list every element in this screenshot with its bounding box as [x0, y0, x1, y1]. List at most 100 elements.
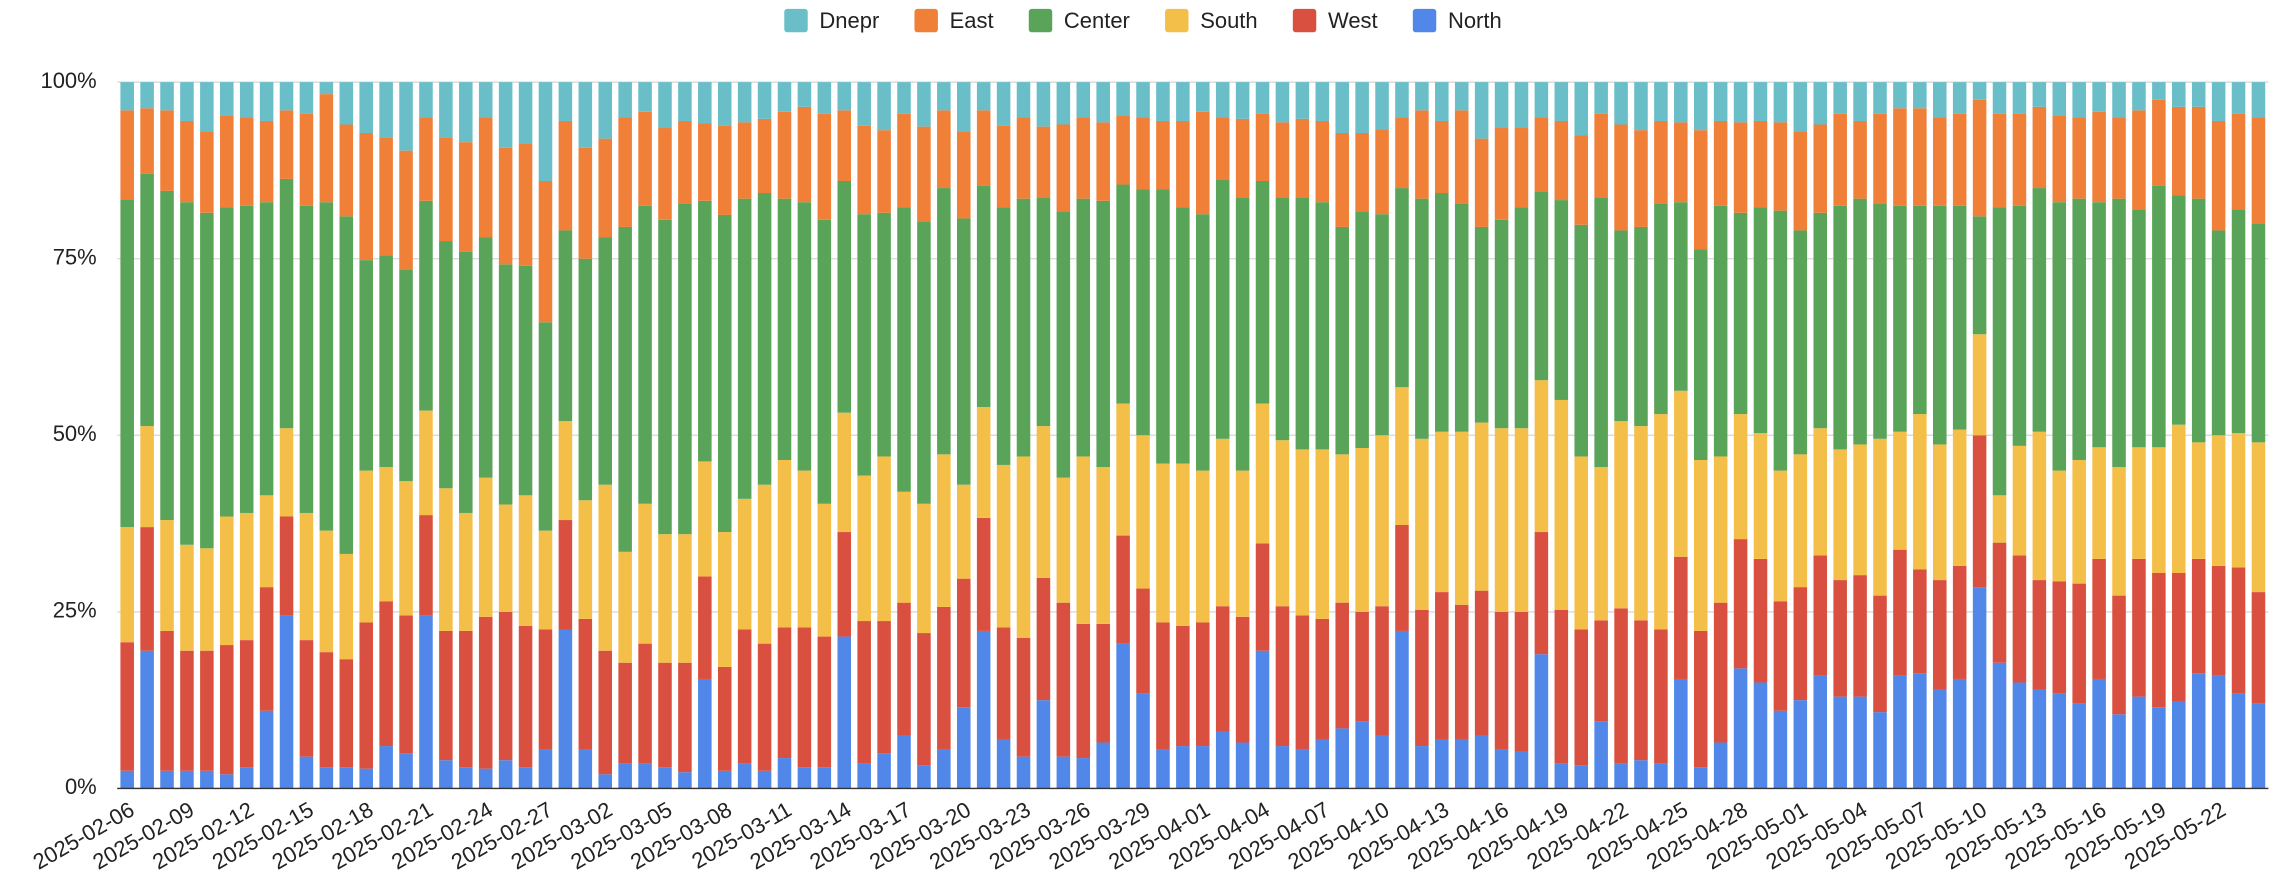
bar-segment [558, 520, 573, 630]
y-tick-label: 75% [53, 245, 97, 270]
bar-segment [2012, 682, 2027, 789]
bar-segment [1136, 189, 1150, 436]
bar-segment [259, 587, 274, 711]
bar-segment [518, 625, 533, 768]
bar-segment [279, 110, 294, 179]
bar-segment [1076, 198, 1091, 457]
bar-segment [1693, 130, 1708, 250]
bar-segment [1634, 426, 1648, 621]
bar-segment [737, 498, 752, 630]
bar-segment [538, 181, 553, 323]
bar-segment [1076, 456, 1091, 624]
bar-segment [1514, 611, 1529, 751]
bar-segment [220, 774, 234, 789]
bar-segment [1395, 630, 1409, 789]
bar-segment [1016, 117, 1031, 199]
bar-segment [1913, 414, 1927, 570]
bar-segment [2032, 106, 2047, 189]
bar-segment [2251, 442, 2266, 593]
bar-segment [1454, 82, 1469, 111]
bar-segment [857, 621, 871, 764]
bar-segment [698, 200, 712, 462]
legend-label: East [950, 8, 994, 33]
legend-label: Center [1064, 8, 1130, 33]
bar-segment [638, 205, 652, 504]
bar-segment [877, 212, 891, 457]
bar-segment [618, 662, 632, 764]
bar-segment [498, 147, 513, 265]
bar-segment [498, 264, 513, 505]
bar-segment [976, 630, 991, 789]
bar-segment [598, 82, 613, 139]
bar-segment [1435, 82, 1449, 121]
bar-segment [618, 226, 632, 552]
bar-segment [1932, 689, 1947, 789]
bar-segment [1913, 205, 1927, 415]
bar-segment [439, 760, 453, 789]
bar-segment [897, 491, 911, 603]
legend-item: North [1412, 8, 1502, 33]
bar-segment [2211, 120, 2226, 231]
bar-segment [1614, 230, 1628, 422]
bar-segment [478, 616, 493, 769]
bar-segment [1156, 749, 1170, 789]
bar-segment [439, 630, 453, 761]
bar-segment [1614, 763, 1628, 789]
bar-segment [837, 636, 852, 789]
bar-segment [857, 763, 871, 789]
bar-segment [478, 768, 493, 789]
bar-segment [2092, 678, 2106, 789]
bar-segment [1713, 120, 1728, 206]
bar-segment [757, 193, 772, 485]
bar-segment [200, 650, 214, 771]
bar-segment [1494, 428, 1509, 612]
bar-segment [200, 131, 214, 213]
bar-segment [259, 202, 274, 496]
bar-segment [2012, 555, 2027, 683]
bar-segment [578, 500, 593, 619]
bar-segment [837, 532, 852, 637]
bar-segment [1733, 668, 1748, 789]
bar-segment [857, 82, 871, 126]
bar-segment [1335, 454, 1349, 603]
bar-segment [538, 322, 553, 531]
legend-item: West [1292, 8, 1378, 33]
bar-segment [2012, 113, 2027, 206]
bar-segment [2132, 82, 2146, 111]
bar-segment [1315, 449, 1330, 619]
bar-segment [917, 503, 931, 634]
bar-segment [120, 770, 134, 789]
bar-segment [578, 618, 593, 750]
bar-segment [2251, 592, 2266, 704]
bar-segment [498, 611, 513, 761]
bar-segment [339, 553, 354, 660]
bar-segment [518, 495, 533, 626]
bar-segment [2211, 82, 2226, 121]
bar-segment [777, 82, 792, 112]
bar-segment [1255, 543, 1270, 651]
bar-segment [339, 82, 354, 125]
bar-segment [1494, 128, 1509, 220]
bar-segment [1136, 435, 1150, 589]
bar-segment [1116, 184, 1130, 404]
bar-segment [817, 219, 832, 504]
bar-segment [1295, 197, 1310, 450]
bar-segment [1474, 138, 1489, 227]
bar-segment [518, 767, 533, 789]
bar-segment [1574, 456, 1589, 630]
bar-segment [1534, 191, 1549, 381]
bar-segment [478, 477, 493, 617]
bar-segment [1773, 82, 1788, 123]
bar-segment [1972, 334, 1987, 436]
bar-segment [2172, 424, 2186, 574]
bar-segment [837, 82, 852, 111]
bar-segment [200, 82, 214, 132]
bar-segment [1056, 477, 1071, 603]
bar-segment [1235, 118, 1250, 198]
bar-segment [678, 772, 692, 789]
bar-segment [2072, 198, 2086, 460]
bar-segment [837, 110, 852, 182]
bar-segment [359, 260, 373, 471]
bar-segment [1654, 203, 1668, 415]
bar-segment [1215, 438, 1230, 607]
